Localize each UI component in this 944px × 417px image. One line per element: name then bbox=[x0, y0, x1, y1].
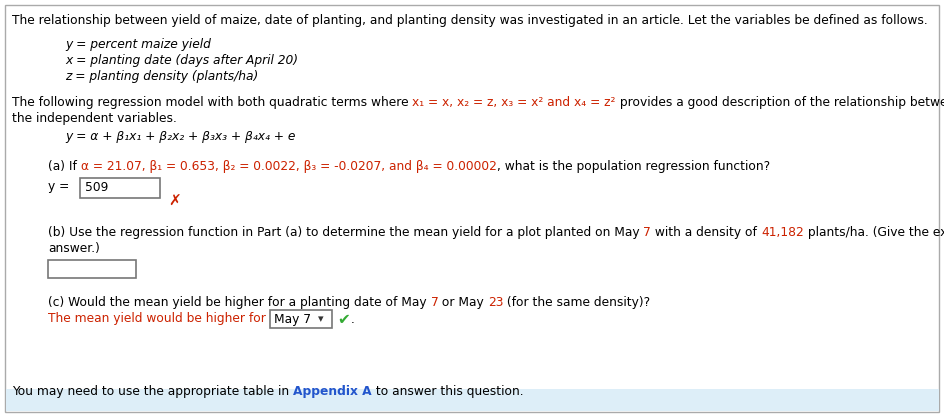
Text: to answer this question.: to answer this question. bbox=[372, 385, 523, 398]
Text: Appendix A: Appendix A bbox=[293, 385, 372, 398]
Text: .: . bbox=[351, 313, 355, 326]
Text: y = α + β₁x₁ + β₂x₂ + β₃x₃ + β₄x₄ + e: y = α + β₁x₁ + β₂x₂ + β₃x₃ + β₄x₄ + e bbox=[65, 130, 295, 143]
Text: the independent variables.: the independent variables. bbox=[12, 112, 177, 125]
Bar bbox=[80, 178, 160, 198]
Text: with a density of: with a density of bbox=[651, 226, 761, 239]
Text: 509: 509 bbox=[85, 181, 109, 194]
Text: 23: 23 bbox=[488, 296, 503, 309]
Text: 7: 7 bbox=[644, 226, 651, 239]
Text: y = percent maize yield: y = percent maize yield bbox=[65, 38, 211, 51]
Text: x₁ = x, x₂ = z, x₃ = x² and x₄ = z²: x₁ = x, x₂ = z, x₃ = x² and x₄ = z² bbox=[413, 96, 615, 109]
Text: or May: or May bbox=[438, 296, 488, 309]
Text: The mean yield would be higher for: The mean yield would be higher for bbox=[48, 312, 270, 325]
Text: , what is the population regression function?: , what is the population regression func… bbox=[497, 160, 769, 173]
Text: May 7: May 7 bbox=[274, 313, 311, 326]
Text: z = planting density (plants/ha): z = planting density (plants/ha) bbox=[65, 70, 259, 83]
Text: You may need to use the appropriate table in: You may need to use the appropriate tabl… bbox=[12, 385, 293, 398]
Text: (c) Would the mean yield be higher for a planting date of May: (c) Would the mean yield be higher for a… bbox=[48, 296, 430, 309]
Text: x = planting date (days after April 20): x = planting date (days after April 20) bbox=[65, 54, 298, 67]
Text: (a) If: (a) If bbox=[48, 160, 81, 173]
Text: y =: y = bbox=[48, 180, 73, 193]
Text: The relationship between yield of maize, date of planting, and planting density : The relationship between yield of maize,… bbox=[12, 14, 928, 27]
Text: (b) Use the regression function in Part (a) to determine the mean yield for a pl: (b) Use the regression function in Part … bbox=[48, 226, 644, 239]
Bar bbox=[270, 310, 331, 328]
Text: plants/ha. (Give the exact: plants/ha. (Give the exact bbox=[803, 226, 944, 239]
Text: answer.): answer.) bbox=[48, 242, 100, 255]
Text: 7: 7 bbox=[430, 296, 438, 309]
Text: ▾: ▾ bbox=[318, 314, 324, 324]
Bar bbox=[48, 260, 136, 278]
Text: 41,182: 41,182 bbox=[761, 226, 803, 239]
Text: (for the same density)?: (for the same density)? bbox=[503, 296, 650, 309]
Text: ✗: ✗ bbox=[168, 194, 180, 209]
Text: provides a good description of the relationship between y and: provides a good description of the relat… bbox=[615, 96, 944, 109]
Text: α = 21.07, β₁ = 0.653, β₂ = 0.0022, β₃ = -0.0207, and β₄ = 0.00002: α = 21.07, β₁ = 0.653, β₂ = 0.0022, β₃ =… bbox=[81, 160, 497, 173]
Text: ✔: ✔ bbox=[337, 312, 349, 327]
Text: The following regression model with both quadratic terms where: The following regression model with both… bbox=[12, 96, 413, 109]
Bar bbox=[6, 389, 939, 411]
